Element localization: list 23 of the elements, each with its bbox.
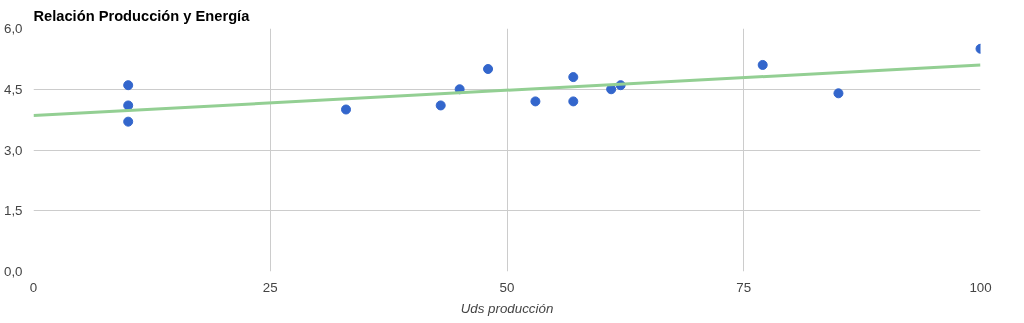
point (568, 72, 579, 83)
point (568, 96, 579, 107)
point (123, 100, 134, 111)
y-tick-label: 1,5 (3, 203, 23, 219)
point (123, 116, 134, 127)
chart-title: Relación Producción y Energía (33, 7, 251, 24)
point (435, 100, 446, 111)
x-tick-label: 75 (736, 279, 752, 295)
y-tick-label: 6,0 (3, 21, 23, 36)
x-tick-label: 100 (969, 279, 992, 295)
x-axis-title: Uds producción (460, 300, 554, 316)
point (757, 59, 768, 70)
x-tick-label: 50 (499, 279, 515, 295)
x-tick-label: 25 (262, 279, 278, 295)
point (530, 96, 541, 107)
point (833, 88, 844, 99)
y-tick-label: 0,0 (3, 264, 23, 279)
point (341, 104, 352, 115)
y-tick-label: 3,0 (3, 142, 23, 158)
point (123, 80, 134, 91)
x-tick-label: 0 (29, 279, 38, 295)
point (483, 64, 494, 74)
y-tick-label: 4,5 (3, 81, 23, 97)
